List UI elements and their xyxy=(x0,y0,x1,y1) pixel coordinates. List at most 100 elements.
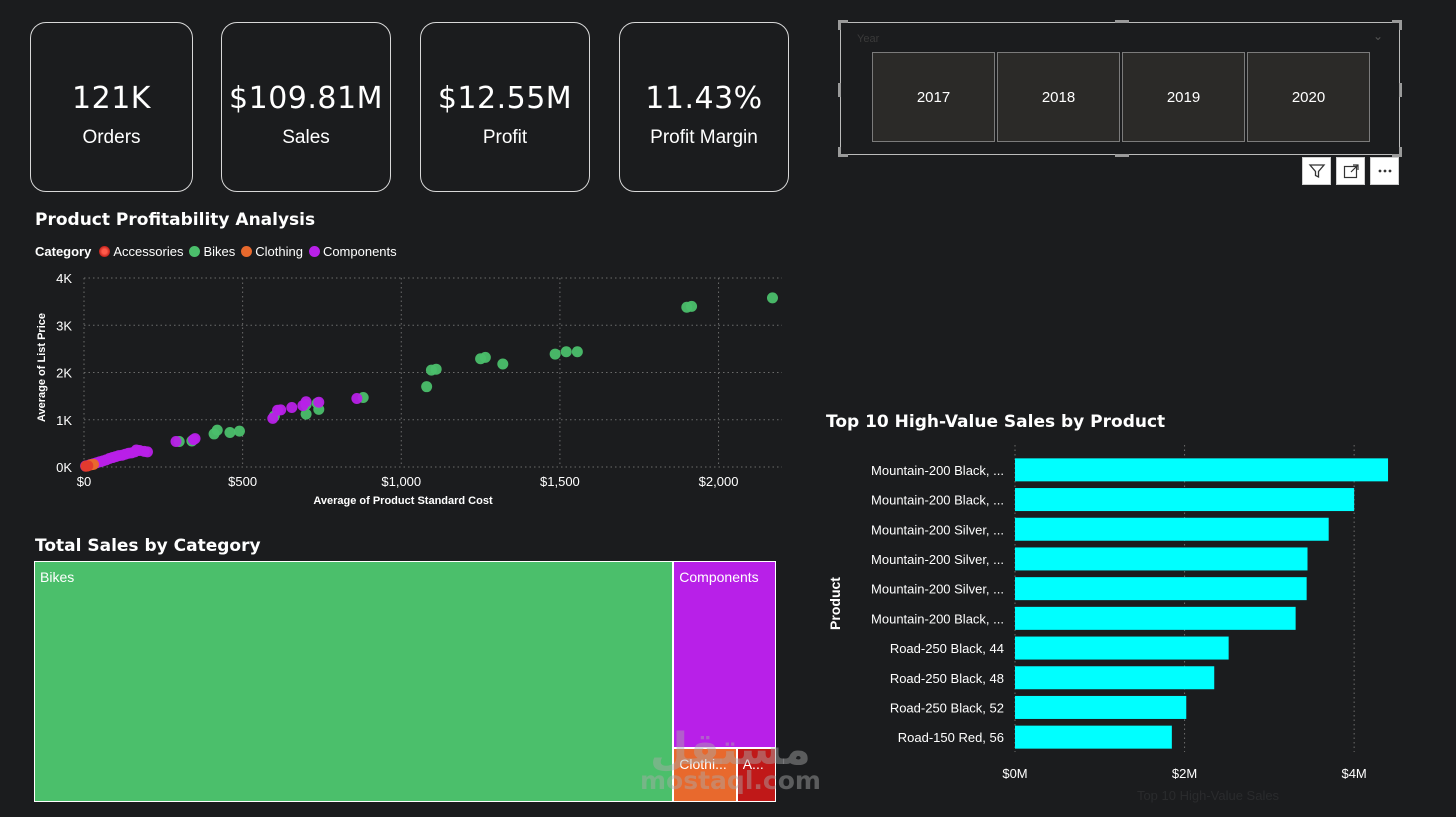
resize-handle[interactable] xyxy=(838,20,848,23)
year-button-2020[interactable]: 2020 xyxy=(1247,52,1370,142)
resize-handle[interactable] xyxy=(1399,83,1402,97)
resize-handle[interactable] xyxy=(1399,147,1402,157)
scatter-point-components[interactable] xyxy=(272,404,284,416)
category-label: Mountain-200 Black, ... xyxy=(871,463,1004,478)
legend-dot xyxy=(189,246,201,257)
bar[interactable] xyxy=(1015,695,1187,719)
scatter-point-bikes[interactable] xyxy=(681,301,693,313)
resize-handle[interactable] xyxy=(838,20,841,30)
x-tick-label: $2,000 xyxy=(699,474,739,489)
watermark-latin: mostaql.com xyxy=(640,766,821,795)
watermark-logo: مستقل mostaql.com xyxy=(640,728,821,795)
focus-mode-icon[interactable] xyxy=(1336,157,1365,185)
filter-icon[interactable] xyxy=(1302,157,1331,185)
y-axis-label: Product xyxy=(827,577,843,630)
chevron-down-icon[interactable]: ⌄ xyxy=(1372,29,1383,43)
scatter-point-components[interactable] xyxy=(313,396,325,408)
bar[interactable] xyxy=(1015,517,1329,541)
category-label: Mountain-200 Silver, ... xyxy=(871,582,1004,597)
treemap-tile-clothing[interactable]: Clothi... xyxy=(673,748,737,802)
bar[interactable] xyxy=(1015,636,1229,660)
legend-label: Clothing xyxy=(255,244,303,259)
resize-handle[interactable] xyxy=(1115,20,1129,23)
category-label: Mountain-200 Black, ... xyxy=(871,493,1004,508)
year-button-2018[interactable]: 2018 xyxy=(997,52,1120,142)
kpi-value: $109.81M xyxy=(229,81,383,116)
y-tick-label: 3K xyxy=(56,318,72,333)
scatter-point-bikes[interactable] xyxy=(425,364,437,376)
bar[interactable] xyxy=(1015,547,1308,571)
bar[interactable] xyxy=(1015,577,1307,601)
y-tick-label: 1K xyxy=(56,413,72,428)
treemap-label: Bikes xyxy=(40,569,75,585)
scatter-point-bikes[interactable] xyxy=(233,425,245,437)
legend-item-clothing[interactable]: Clothing xyxy=(241,244,303,259)
x-tick-label: $500 xyxy=(228,474,257,489)
treemap-chart[interactable]: Bikes Components Clothi... A... xyxy=(34,561,776,802)
scatter-point-bikes[interactable] xyxy=(208,428,220,440)
kpi-card-profit-margin: 11.43% Profit Margin xyxy=(619,22,789,192)
scatter-point-components[interactable] xyxy=(286,401,298,413)
resize-handle[interactable] xyxy=(1115,154,1129,157)
kpi-value: 11.43% xyxy=(645,81,763,116)
category-label: Road-150 Red, 56 xyxy=(898,730,1004,745)
year-button-2017[interactable]: 2017 xyxy=(872,52,995,142)
scatter-point-bikes[interactable] xyxy=(224,427,236,439)
slicer-header: Year xyxy=(857,33,880,45)
scatter-point-components[interactable] xyxy=(170,435,182,447)
bar-chart[interactable]: $0M $2M $4M Mountain-200 Black, ... Mountain… xyxy=(820,440,1420,810)
treemap-label: A... xyxy=(742,756,764,773)
scatter-point-components[interactable] xyxy=(267,412,279,424)
legend-label: Bikes xyxy=(203,244,236,259)
treemap-tile-accessories[interactable]: A... xyxy=(736,748,776,802)
bar[interactable] xyxy=(1015,488,1355,512)
scatter-point-components[interactable] xyxy=(187,434,199,446)
treemap-tile-components[interactable]: Components xyxy=(673,561,776,749)
scatter-point-bikes[interactable] xyxy=(421,381,433,393)
resize-handle[interactable] xyxy=(838,154,848,157)
scatter-point-components[interactable] xyxy=(351,392,363,404)
scatter-title: Product Profitability Analysis xyxy=(35,210,316,230)
treemap-title: Total Sales by Category xyxy=(35,536,261,556)
year-slicer[interactable]: Year ⌄ 2017 2018 2019 2020 xyxy=(838,20,1402,157)
kpi-card-orders: 121K Orders xyxy=(30,22,193,192)
more-options-icon[interactable] xyxy=(1370,157,1399,185)
legend-item-accessories[interactable]: Accessories xyxy=(99,244,183,259)
bar[interactable] xyxy=(1015,458,1389,482)
scatter-chart[interactable]: 0K 1K 2K 3K 4K $0 $500 $1,000 $1,500 $2,000 Averag… xyxy=(30,268,790,513)
resize-handle[interactable] xyxy=(1392,20,1402,23)
bar[interactable] xyxy=(1015,666,1215,690)
resize-handle[interactable] xyxy=(838,83,841,97)
scatter-point-accessories[interactable] xyxy=(80,460,92,472)
scatter-point-bikes[interactable] xyxy=(766,292,778,304)
scatter-point-components[interactable] xyxy=(297,400,309,412)
scatter-point-bikes[interactable] xyxy=(497,358,509,370)
bar[interactable] xyxy=(1015,606,1296,630)
scatter-point-bikes[interactable] xyxy=(571,346,583,358)
x-tick-label: $4M xyxy=(1341,766,1366,781)
x-axis-label: Average of Product Standard Cost xyxy=(313,495,493,507)
scatter-point-bikes[interactable] xyxy=(560,346,572,358)
resize-handle[interactable] xyxy=(1392,154,1402,157)
x-tick-label: $1,500 xyxy=(540,474,580,489)
kpi-card-sales: $109.81M Sales xyxy=(221,22,391,192)
legend-item-bikes[interactable]: Bikes xyxy=(189,244,235,259)
scatter-point-bikes[interactable] xyxy=(475,353,487,365)
x-tick-label: $0 xyxy=(77,474,91,489)
category-label: Mountain-200 Silver, ... xyxy=(871,552,1004,567)
year-button-2019[interactable]: 2019 xyxy=(1122,52,1245,142)
scatter-point-bikes[interactable] xyxy=(300,408,312,420)
resize-handle[interactable] xyxy=(838,147,841,157)
kpi-label: Profit Margin xyxy=(650,127,758,148)
legend-dot xyxy=(241,246,253,257)
scatter-point-bikes[interactable] xyxy=(549,348,561,360)
bar[interactable] xyxy=(1015,725,1172,749)
legend-item-components[interactable]: Components xyxy=(308,244,397,259)
x-axis-label: Top 10 High-Value Sales xyxy=(1137,788,1280,803)
y-tick-label: 0K xyxy=(56,460,72,475)
treemap-tile-bikes[interactable]: Bikes xyxy=(34,561,674,802)
kpi-label: Profit xyxy=(482,127,528,148)
legend-dot xyxy=(308,246,320,257)
resize-handle[interactable] xyxy=(1399,20,1402,30)
